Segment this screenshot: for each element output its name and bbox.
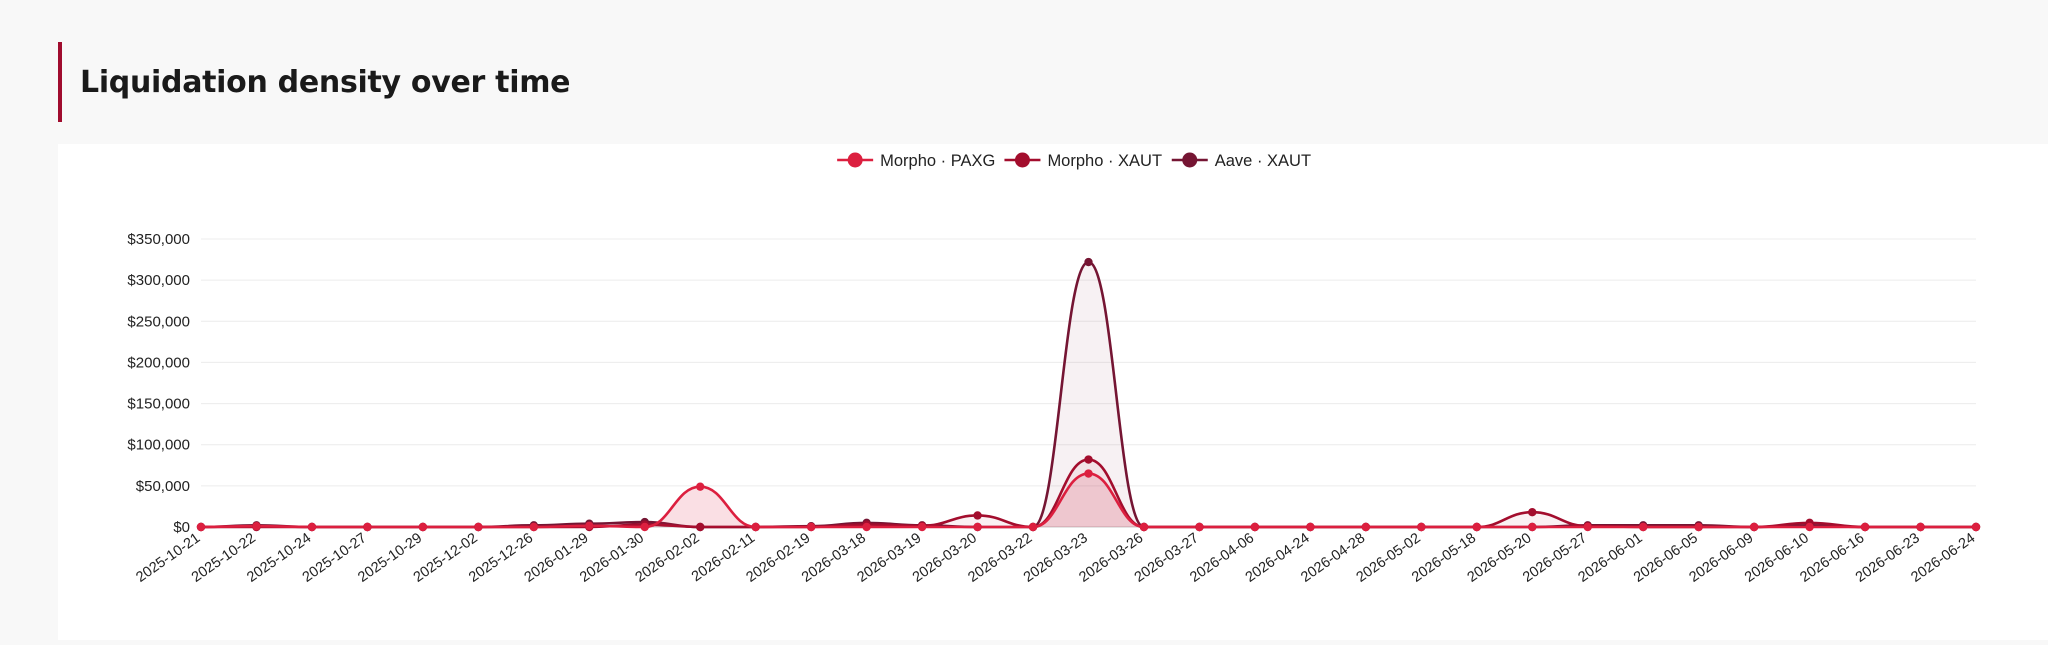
- chart-panel: $0 $50,000 $100,000 $150,000 $200,000 $250,00…: [58, 144, 2048, 640]
- legend-item[interactable]: Morpho · XAUT: [1004, 152, 1162, 170]
- data-point[interactable]: [640, 522, 649, 532]
- data-point[interactable]: [307, 522, 317, 532]
- y-axis: $0 $50,000 $100,000 $150,000 $200,000 $250,00…: [127, 231, 190, 536]
- data-point[interactable]: [1583, 522, 1592, 532]
- data-point[interactable]: [751, 522, 760, 532]
- data-point[interactable]: [1528, 522, 1537, 532]
- data-point[interactable]: [696, 522, 705, 532]
- data-point[interactable]: [1084, 257, 1093, 267]
- title-bar: Liquidation density over time: [58, 42, 571, 122]
- data-point[interactable]: [1195, 522, 1204, 532]
- legend-label: Morpho · PAXG: [880, 152, 995, 170]
- data-point[interactable]: [1749, 522, 1759, 532]
- legend-label: Aave · XAUT: [1215, 152, 1311, 170]
- legend-marker: [1014, 152, 1030, 168]
- grid-lines: [201, 238, 1976, 528]
- page-title: Liquidation density over time: [80, 64, 571, 100]
- series-line: [200, 472, 1976, 529]
- legend-marker: [1182, 152, 1198, 168]
- y-tick-label: $300,000: [127, 272, 190, 289]
- density-chart: $0 $50,000 $100,000 $150,000 $200,000 $250,00…: [127, 152, 1981, 586]
- data-point[interactable]: [1860, 522, 1870, 532]
- y-tick-label: $0: [173, 519, 190, 536]
- y-tick-label: $200,000: [127, 354, 190, 371]
- data-point[interactable]: [1916, 522, 1925, 532]
- series-area: [201, 459, 1976, 527]
- y-tick-label: $100,000: [127, 437, 190, 454]
- legend-label: Morpho · XAUT: [1047, 152, 1162, 170]
- y-tick-label: $50,000: [136, 478, 190, 495]
- data-point[interactable]: [474, 522, 483, 532]
- data-point[interactable]: [1084, 455, 1093, 464]
- data-point[interactable]: [1250, 522, 1260, 532]
- series-layer: [196, 257, 1981, 532]
- data-point[interactable]: [862, 522, 871, 532]
- data-point[interactable]: [1472, 522, 1481, 532]
- legend-item[interactable]: Morpho · PAXG: [837, 152, 995, 170]
- data-point[interactable]: [1971, 522, 1981, 532]
- y-tick-label: $150,000: [127, 396, 190, 413]
- data-point[interactable]: [363, 522, 372, 532]
- data-point[interactable]: [806, 522, 816, 532]
- legend-item[interactable]: Aave · XAUT: [1171, 152, 1311, 170]
- data-point[interactable]: [418, 522, 428, 532]
- data-point[interactable]: [1805, 522, 1814, 532]
- data-point[interactable]: [1694, 522, 1703, 532]
- data-point[interactable]: [1638, 522, 1648, 532]
- y-tick-label: $250,000: [127, 313, 190, 330]
- legend: Morpho · PAXG Morpho · XAUT Aave · XAUT: [837, 152, 1311, 170]
- data-point[interactable]: [585, 521, 594, 530]
- data-point[interactable]: [1084, 469, 1093, 478]
- data-point[interactable]: [529, 522, 539, 532]
- data-point[interactable]: [1528, 507, 1537, 517]
- data-point[interactable]: [1417, 522, 1426, 532]
- data-point[interactable]: [973, 511, 982, 520]
- y-tick-label: $350,000: [127, 231, 190, 248]
- data-point[interactable]: [696, 482, 705, 491]
- legend-marker: [847, 152, 863, 168]
- x-axis: 2025-10-212025-10-222025-10-242025-10-27…: [133, 530, 1978, 586]
- series-area: [201, 262, 1976, 527]
- data-point[interactable]: [252, 521, 261, 531]
- data-point[interactable]: [973, 522, 982, 532]
- data-point[interactable]: [917, 522, 927, 532]
- series-area: [201, 473, 1976, 527]
- data-point[interactable]: [1306, 522, 1315, 532]
- data-point[interactable]: [1139, 522, 1149, 532]
- data-point[interactable]: [196, 522, 206, 532]
- data-point[interactable]: [1361, 522, 1371, 532]
- data-point[interactable]: [1028, 522, 1038, 532]
